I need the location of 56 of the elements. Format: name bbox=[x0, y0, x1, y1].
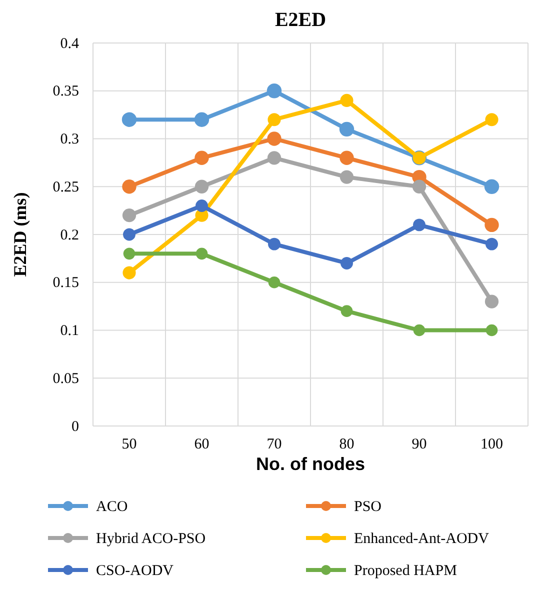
point bbox=[194, 112, 210, 127]
y-tick-label: 0.35 bbox=[52, 84, 79, 100]
y-axis-title: E2ED (ms) bbox=[10, 192, 30, 277]
point bbox=[196, 248, 208, 260]
x-axis-title: No. of nodes bbox=[256, 454, 365, 474]
x-tick-label: 60 bbox=[194, 436, 210, 453]
y-tick-label: 0 bbox=[72, 418, 79, 435]
point bbox=[268, 276, 280, 288]
point bbox=[268, 113, 281, 126]
x-tick-label: 70 bbox=[266, 436, 282, 453]
point bbox=[267, 151, 282, 165]
y-tick-label: 0.4 bbox=[60, 36, 80, 52]
x-tick-label: 80 bbox=[339, 436, 354, 453]
point bbox=[413, 324, 426, 336]
point bbox=[194, 180, 209, 194]
y-tick-label: 0.25 bbox=[52, 179, 79, 196]
legend-label: Hybrid ACO-PSO bbox=[96, 531, 206, 547]
y-tick-label: 0.3 bbox=[60, 132, 79, 148]
point bbox=[340, 305, 353, 318]
y-tick-label: 0.1 bbox=[60, 323, 79, 340]
y-tick-label: 0.05 bbox=[52, 370, 79, 387]
legend-label: CSO-AODV bbox=[96, 563, 174, 579]
point bbox=[339, 122, 354, 137]
legend-label: Proposed HAPM bbox=[354, 563, 457, 579]
point bbox=[484, 179, 500, 194]
point bbox=[122, 208, 136, 222]
point bbox=[340, 170, 354, 184]
point bbox=[122, 112, 137, 127]
x-tick-label: 90 bbox=[412, 436, 427, 453]
legend-label: PSO bbox=[354, 499, 382, 515]
point bbox=[484, 294, 499, 308]
y-tick-label: 0.15 bbox=[52, 275, 79, 292]
point bbox=[484, 218, 499, 232]
chart-title: E2ED bbox=[274, 9, 326, 31]
point bbox=[267, 132, 282, 146]
point bbox=[485, 113, 498, 126]
point bbox=[486, 238, 498, 250]
x-tick-label: 50 bbox=[122, 436, 137, 453]
point bbox=[123, 248, 136, 260]
point bbox=[340, 257, 353, 270]
point bbox=[123, 228, 136, 241]
point bbox=[122, 266, 136, 280]
point bbox=[486, 324, 498, 336]
point bbox=[194, 150, 209, 165]
legend-label: Enhanced-Ant-AODV bbox=[354, 531, 490, 547]
y-tick-label: 0.2 bbox=[60, 227, 79, 244]
x-tick-label: 100 bbox=[480, 436, 503, 453]
point bbox=[413, 218, 426, 232]
point bbox=[412, 180, 426, 194]
point bbox=[268, 238, 280, 250]
point bbox=[266, 84, 282, 98]
point bbox=[122, 180, 136, 194]
legend-label: ACO bbox=[96, 499, 128, 515]
point bbox=[196, 200, 208, 212]
point bbox=[340, 94, 354, 107]
point bbox=[340, 150, 354, 165]
